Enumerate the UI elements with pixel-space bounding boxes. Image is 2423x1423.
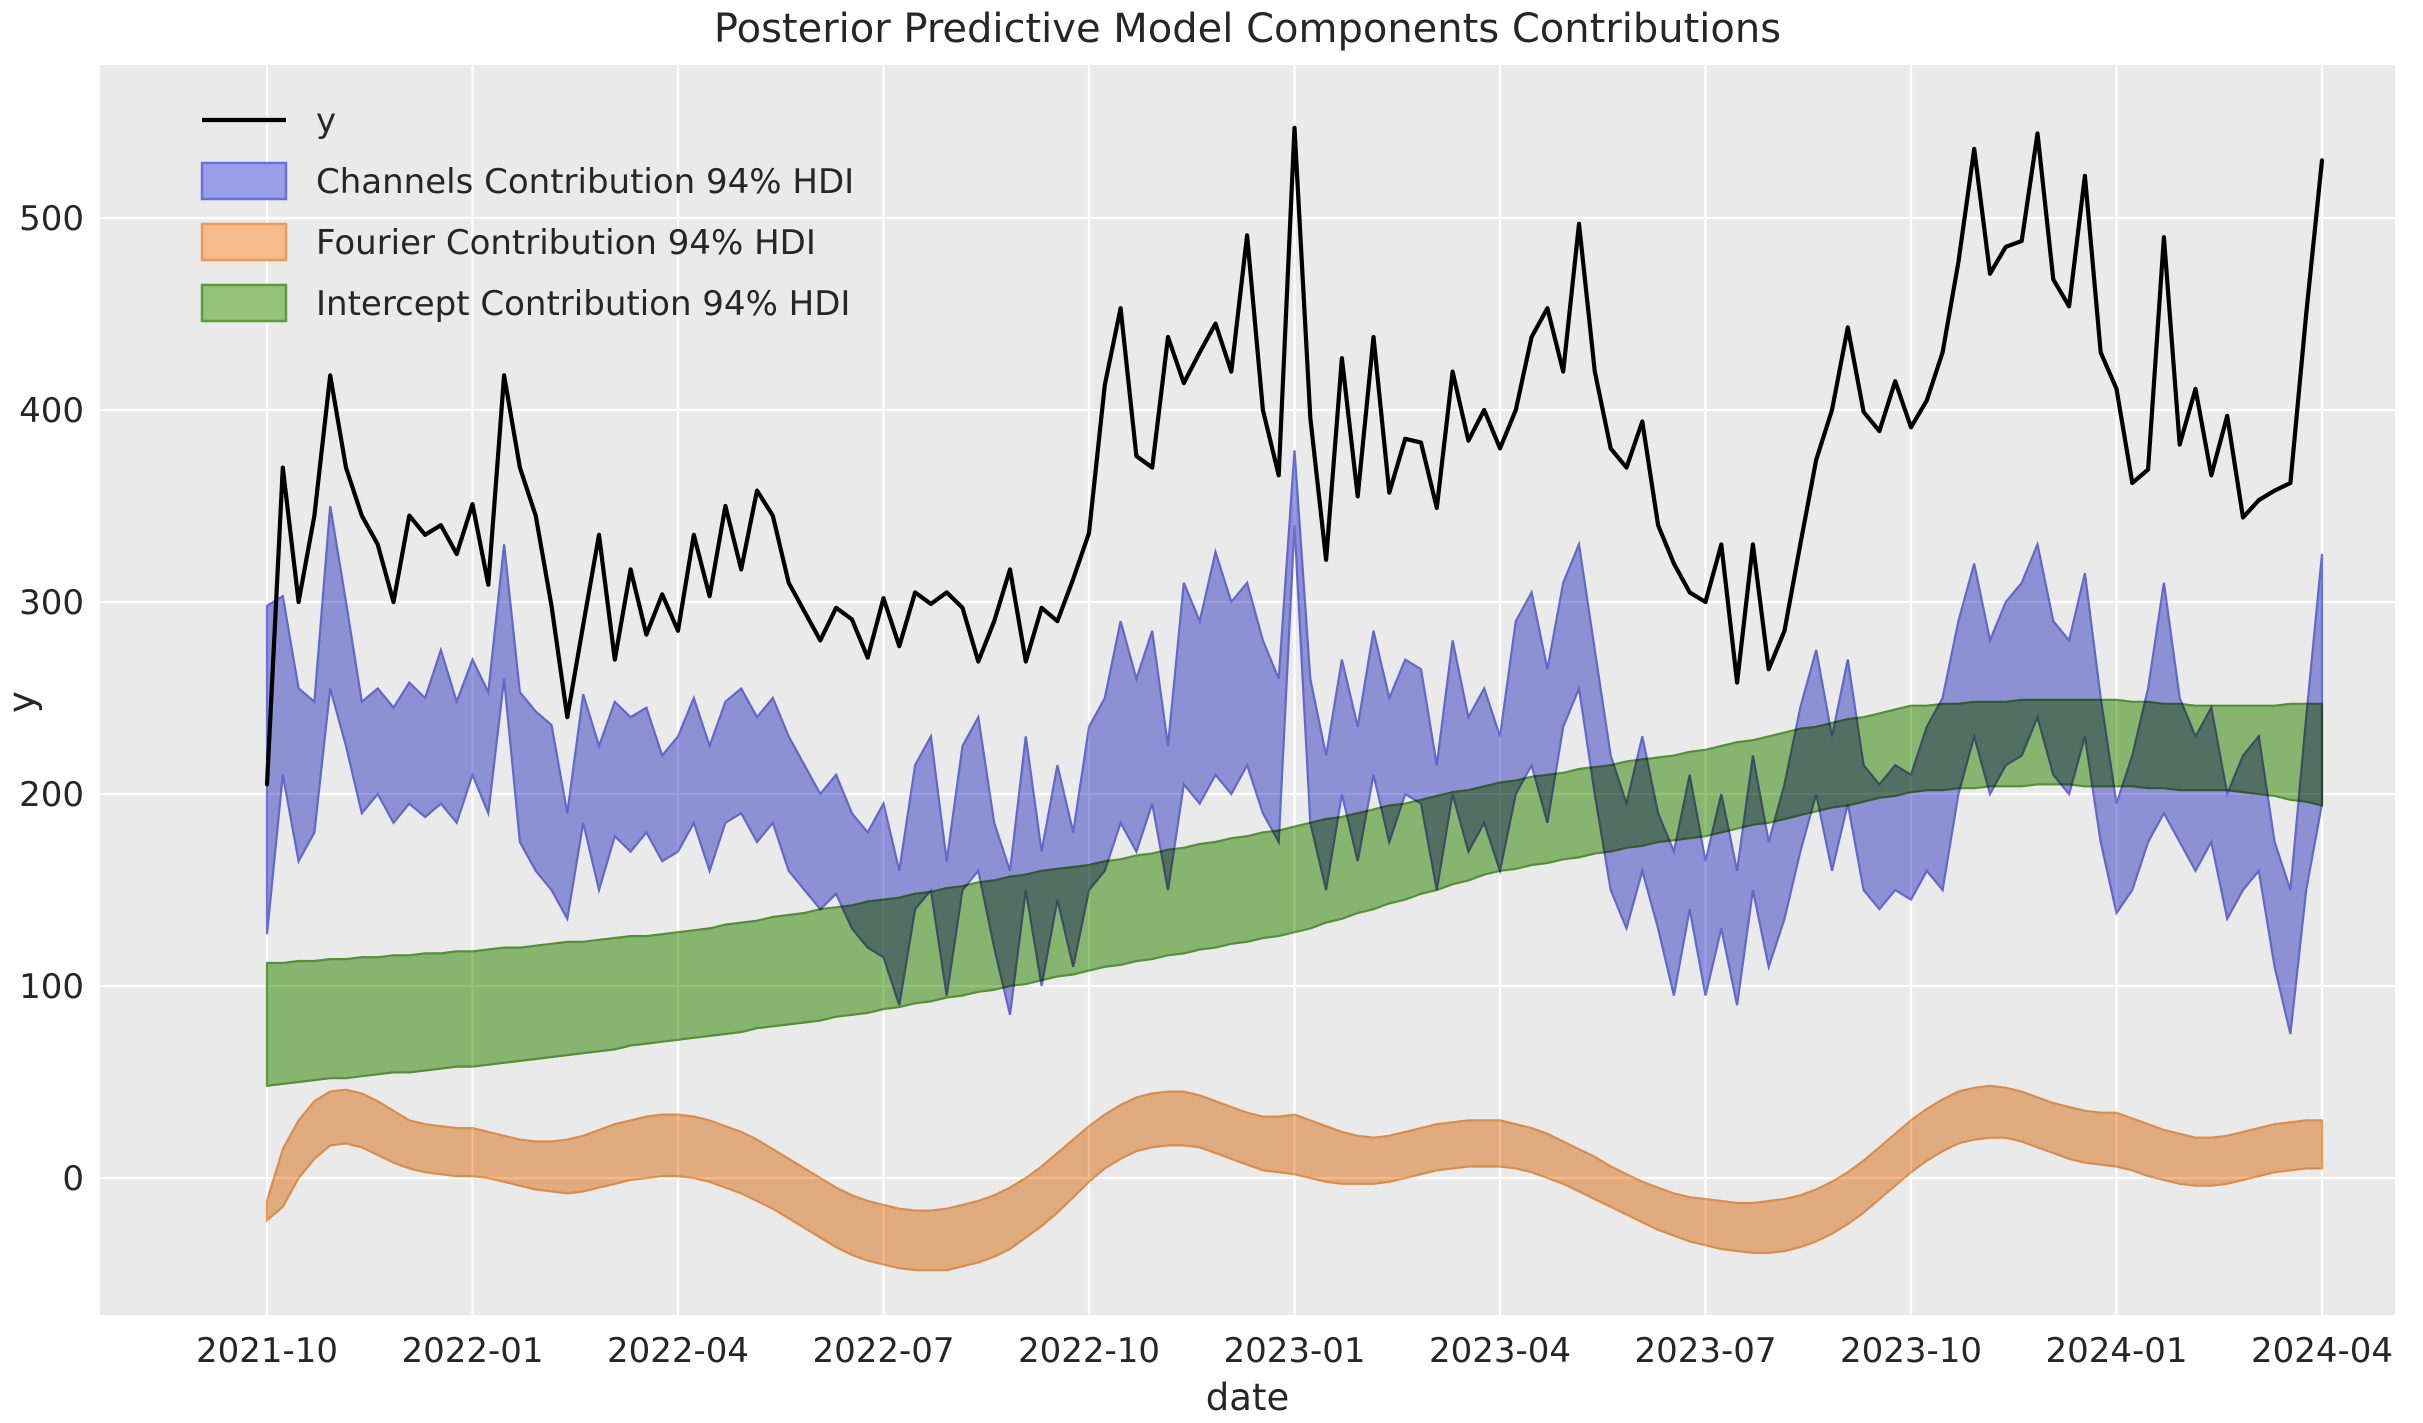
x-tick-label: 2022-04 — [607, 1331, 749, 1371]
x-tick-label: 2023-10 — [1840, 1331, 1982, 1371]
legend-intercept-swatch — [200, 283, 288, 323]
x-axis-label: date — [1206, 1376, 1289, 1419]
x-tick-label: 2023-04 — [1429, 1331, 1571, 1371]
legend-fourier-swatch — [200, 222, 288, 262]
y-tick-label: 100 — [19, 967, 84, 1007]
y-tick-label: 500 — [19, 199, 84, 239]
legend-channels-swatch — [200, 161, 288, 201]
chart-title: Posterior Predictive Model Components Co… — [714, 6, 1781, 52]
x-tick-label: 2023-07 — [1634, 1331, 1776, 1371]
legend-label: Intercept Contribution 94% HDI — [316, 284, 850, 324]
x-tick-label: 2023-01 — [1223, 1331, 1365, 1371]
intercept-band — [265, 698, 2324, 1088]
legend-label: Fourier Contribution 94% HDI — [316, 223, 816, 263]
legend-label: y — [316, 101, 336, 141]
y-tick-label: 300 — [19, 583, 84, 623]
x-tick-label: 2024-01 — [2045, 1331, 2187, 1371]
y-tick-label: 400 — [19, 391, 84, 431]
y-tick-label: 200 — [19, 775, 84, 815]
x-tick-label: 2024-04 — [2251, 1331, 2393, 1371]
y-axis-label: y — [0, 691, 43, 713]
y-tick-label: 0 — [62, 1159, 84, 1199]
x-tick-label: 2021-10 — [196, 1331, 338, 1371]
y-line — [264, 125, 2325, 787]
x-tick-label: 2022-07 — [812, 1331, 954, 1371]
x-tick-label: 2022-10 — [1018, 1331, 1160, 1371]
x-tick-label: 2022-01 — [401, 1331, 543, 1371]
fourier-band — [265, 1084, 2324, 1272]
legend-label: Channels Contribution 94% HDI — [316, 162, 854, 202]
